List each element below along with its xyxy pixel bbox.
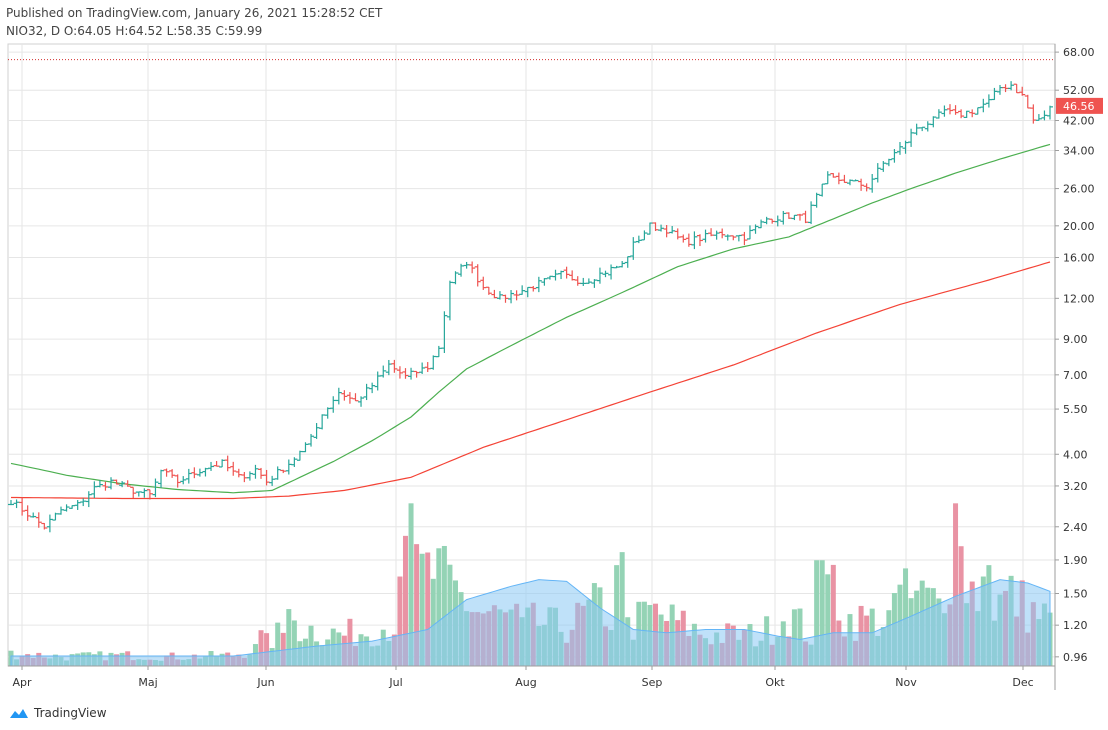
brand-name: TradingView [34,706,107,720]
y-tick-label: 2.40 [1063,521,1088,534]
volume-bar [819,560,825,666]
x-tick-label: Sep [642,676,663,689]
x-tick-label: Apr [12,676,32,689]
y-tick-label: 34.00 [1063,145,1095,158]
volume-bar [614,565,620,666]
last-price-label: 46.56 [1063,100,1095,113]
ohlc-info: NIO32, D O:64.05 H:64.52 L:58.35 C:59.99 [6,24,263,38]
plot-frame [7,43,1056,667]
x-tick-label: Nov [895,676,917,689]
volume-bar [264,633,270,666]
volume-bar [286,609,292,666]
volume-bar [397,576,403,666]
volume-bar [347,618,353,666]
tradingview-cloud-icon [10,709,28,718]
y-tick-label: 12.00 [1063,292,1095,305]
x-tick-label: Aug [515,676,536,689]
y-tick-label: 9.00 [1063,333,1088,346]
y-tick-label: 4.00 [1063,448,1088,461]
volume-bar [291,620,297,666]
volume-bar [436,548,442,666]
y-tick-label: 1.90 [1063,554,1088,567]
x-tick-label: Maj [138,676,157,689]
volume-bar [619,552,625,666]
volume-bar [275,622,281,666]
y-tick-label: 52.00 [1063,84,1095,97]
volume-bar [430,578,436,666]
volume-bar [408,503,414,666]
volume-bar [308,625,314,666]
x-tick-label: Jul [388,676,402,689]
last-price-badge [1056,97,1103,114]
volume-bar [280,632,286,666]
volume-bar [825,574,831,666]
y-tick-label: 16.00 [1063,251,1095,264]
volume-bar [419,553,425,666]
sma-fast-line [10,143,1051,494]
x-tick-label: Dec [1012,676,1033,689]
sma-slow-line [11,261,1051,500]
volume-bar [830,564,836,666]
volume-bar [797,608,803,666]
volume-bar [814,560,820,666]
y-tick-label: 42.00 [1063,115,1095,128]
price-layer [8,59,1055,533]
axes: 68.00 52.00 42.00 34.00 26.00 20.00 16.00 12.00… [8,44,1103,690]
volume-bar [402,535,408,666]
volume-bar [414,544,420,666]
y-tick-label: 68.00 [1063,46,1095,59]
y-tick-label: 0.96 [1063,651,1088,664]
y-tick-label: 1.50 [1063,587,1088,600]
grid-lines [7,43,1056,667]
volume-bar [953,503,959,666]
volume-ma-area [10,579,1051,667]
volume-bar [425,552,431,666]
y-tick-label: 1.20 [1063,619,1088,632]
x-tick-label: Jun [256,676,274,689]
volume-bar [791,609,797,666]
y-tick-label: 26.00 [1063,183,1095,196]
tradingview-logo[interactable]: TradingView [8,704,107,722]
volume-layer [8,503,1053,667]
y-tick-label: 7.00 [1063,369,1088,382]
y-tick-label: 3.20 [1063,480,1088,493]
volume-bar [441,545,447,666]
published-info: Published on TradingView.com, January 26… [6,6,383,20]
y-tick-label: 20.00 [1063,220,1095,233]
volume-bar [903,568,909,666]
y-tick-label: 5.50 [1063,403,1088,416]
x-tick-label: Okt [765,676,785,689]
volume-bar [258,630,264,666]
